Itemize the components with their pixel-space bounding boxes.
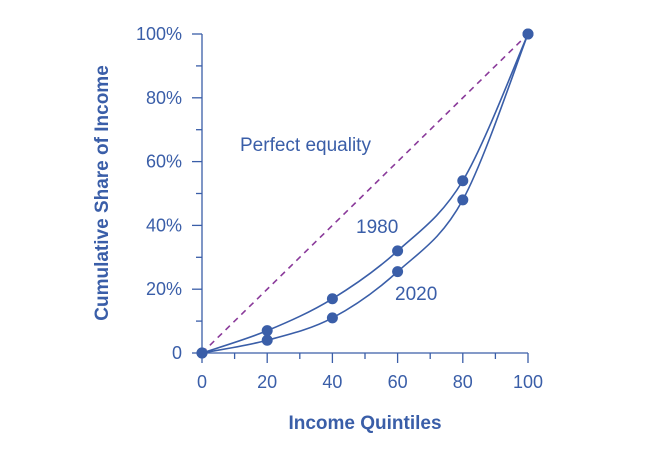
text-labels: Income Quintiles Cumulative Share of Inc…: [92, 65, 442, 434]
y-tick-label: 60%: [146, 152, 182, 172]
point-2020: [392, 266, 404, 278]
point-2020: [261, 334, 273, 346]
axis-ticks: 0 20% 40% 60% 80% 100% 0 20 40 60 80 100: [136, 24, 543, 392]
point-2020: [196, 347, 208, 359]
point-1980: [457, 175, 469, 187]
x-axis-title: Income Quintiles: [288, 413, 441, 434]
data-points: [196, 28, 534, 359]
x-tick-label: 20: [257, 372, 277, 392]
y-tick-label: 80%: [146, 88, 182, 108]
y-axis-title: Cumulative Share of Income: [92, 65, 113, 321]
plot-lines: [201, 33, 529, 354]
point-2020: [326, 312, 338, 324]
point-2020: [522, 28, 534, 40]
x-tick-label: 100: [513, 372, 543, 392]
point-1980: [261, 325, 273, 337]
x-tick-label: 40: [322, 372, 342, 392]
perfect-equality-label: Perfect equality: [240, 135, 371, 156]
point-2020: [457, 194, 469, 206]
y-tick-label: 100%: [136, 24, 182, 44]
perfect-equality-line: [201, 33, 529, 354]
y-tick-label: 0: [172, 343, 182, 363]
y-tick-label: 40%: [146, 215, 182, 235]
series-2020-label: 2020: [395, 284, 437, 305]
x-tick-label: 0: [197, 372, 207, 392]
x-tick-label: 60: [388, 372, 408, 392]
point-1980: [392, 245, 404, 257]
x-tick-label: 80: [453, 372, 473, 392]
point-1980: [326, 293, 338, 305]
y-tick-label: 20%: [146, 279, 182, 299]
series-1980-label: 1980: [356, 217, 398, 238]
